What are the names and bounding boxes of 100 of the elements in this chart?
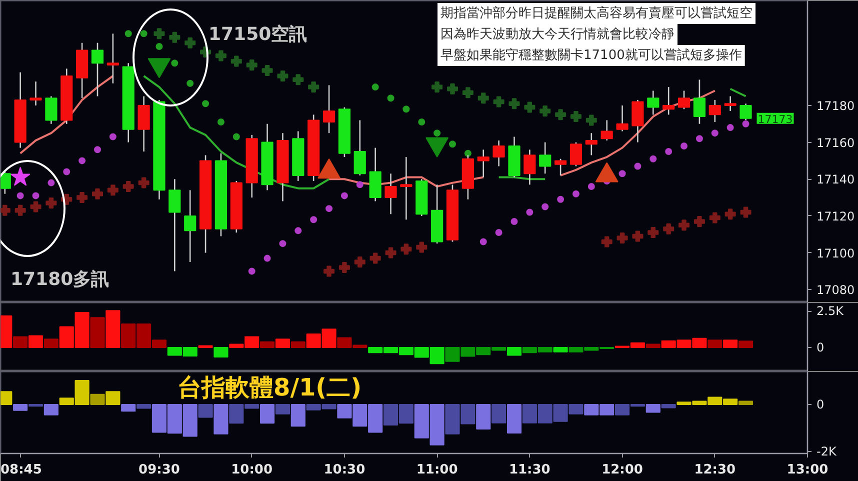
point <box>232 133 240 140</box>
point <box>650 155 657 162</box>
y-tick-label: 17120 <box>816 209 855 224</box>
point <box>48 179 55 186</box>
bar <box>290 341 306 348</box>
candlestick <box>400 156 412 220</box>
bar <box>214 404 228 434</box>
point <box>169 32 180 43</box>
candlestick <box>632 99 644 143</box>
bar <box>121 404 136 412</box>
point <box>248 268 256 275</box>
point <box>94 146 101 154</box>
point <box>217 118 224 126</box>
point <box>340 192 348 200</box>
bar <box>198 404 213 418</box>
candlestick <box>322 84 336 134</box>
point <box>0 204 10 216</box>
point <box>480 238 487 246</box>
annotation: 早盤如果能守穩整數關卡17100就可以嘗試短多操作 <box>440 48 742 63</box>
point <box>372 84 379 91</box>
bar <box>13 336 28 348</box>
bar <box>44 404 58 416</box>
point <box>678 220 690 231</box>
point <box>586 114 597 126</box>
point <box>264 254 271 262</box>
bar <box>106 310 120 348</box>
x-tick-label: 10:30 <box>324 462 366 478</box>
candlestick <box>693 79 706 125</box>
point <box>76 192 88 204</box>
point <box>400 244 412 255</box>
point <box>338 262 350 274</box>
point <box>308 82 320 93</box>
point <box>262 64 273 76</box>
y-tick-label: 17180 <box>816 98 855 113</box>
point <box>124 30 132 38</box>
point <box>230 56 242 67</box>
y-tick-label: 17100 <box>816 246 855 260</box>
point <box>385 247 396 258</box>
point <box>140 30 148 38</box>
candlestick <box>539 142 552 174</box>
point <box>294 227 302 234</box>
point <box>540 105 551 116</box>
bar <box>738 400 754 406</box>
x-tick-label: 13:00 <box>786 462 828 478</box>
point <box>493 96 504 108</box>
point <box>416 242 428 253</box>
annotation: 因為昨天波動放大今天行情就會比較冷靜 <box>440 27 674 42</box>
point <box>46 198 57 209</box>
point <box>709 212 720 224</box>
bar <box>708 340 722 348</box>
bar <box>646 404 660 413</box>
candlestick <box>384 172 397 215</box>
point <box>171 60 178 67</box>
x-tick-label: 08:45 <box>0 462 42 478</box>
point <box>184 37 196 48</box>
point <box>448 140 456 148</box>
point <box>92 188 103 200</box>
point <box>354 256 366 268</box>
point <box>418 118 426 126</box>
bar <box>506 347 522 356</box>
bar <box>260 341 275 348</box>
bar <box>738 340 754 348</box>
bar <box>260 404 275 424</box>
point <box>510 218 518 225</box>
point <box>356 181 364 188</box>
point <box>526 208 534 216</box>
point <box>10 166 30 186</box>
bar <box>90 394 105 406</box>
x-tick-label: 11:30 <box>508 462 550 478</box>
point <box>310 216 318 224</box>
y-tick-label: 17080 <box>816 283 855 298</box>
point <box>711 130 718 137</box>
candlestick <box>45 96 58 125</box>
point <box>618 170 626 178</box>
point <box>78 157 86 164</box>
point <box>402 106 410 113</box>
point <box>588 182 595 190</box>
point <box>32 192 40 200</box>
candlestick <box>585 132 598 156</box>
bar <box>214 347 228 358</box>
candlestick <box>724 96 736 112</box>
bar <box>13 404 28 411</box>
bar <box>275 338 290 348</box>
point <box>446 83 458 94</box>
x-tick-label: 10:00 <box>231 462 273 478</box>
candlestick <box>554 158 567 176</box>
candlestick <box>662 86 675 116</box>
x-tick-label: 12:30 <box>694 462 736 478</box>
point <box>542 203 549 210</box>
bar <box>275 404 290 414</box>
point <box>665 148 672 155</box>
point <box>432 82 443 93</box>
bar <box>492 404 506 424</box>
y-tick-label: 0 <box>816 340 824 355</box>
candlestick <box>600 120 613 142</box>
candlestick <box>647 90 660 116</box>
bar <box>90 317 105 348</box>
candlestick <box>138 96 150 152</box>
bar <box>661 404 676 408</box>
point <box>557 196 564 203</box>
